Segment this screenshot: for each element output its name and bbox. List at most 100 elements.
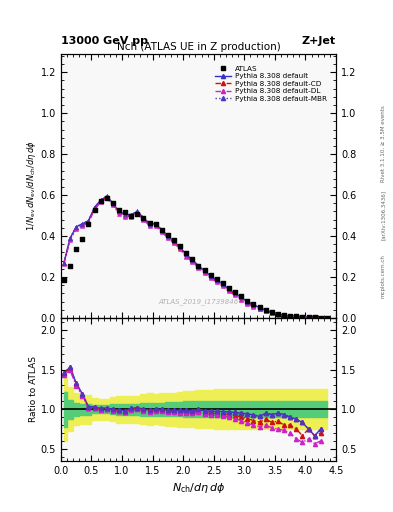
Pythia 8.308 default-CD [282,312,286,318]
Pythia 8.308 default-MBR [245,298,250,305]
Pythia 8.308 default [86,218,91,224]
Pythia 8.308 default [196,263,201,269]
Pythia 8.308 default-CD [245,300,250,306]
Text: [arXiv:1306.3436]: [arXiv:1306.3436] [381,190,386,240]
ATLAS [73,245,79,253]
Pythia 8.308 default-CD [263,308,268,314]
Pythia 8.308 default-DL [208,275,213,281]
Pythia 8.308 default-MBR [215,277,219,283]
Pythia 8.308 default [227,286,231,292]
Pythia 8.308 default-CD [153,222,158,228]
ATLAS [257,303,263,311]
Y-axis label: $1/N_\mathrm{ev}\,dN_\mathrm{ev}/dN_\mathrm{ch}/d\eta\,d\phi$: $1/N_\mathrm{ev}\,dN_\mathrm{ev}/dN_\mat… [25,140,38,231]
Pythia 8.308 default-DL [239,296,244,303]
Line: Pythia 8.308 default: Pythia 8.308 default [62,194,329,320]
Text: mcplots.cern.ch: mcplots.cern.ch [381,254,386,298]
ATLAS [61,276,67,284]
ATLAS [269,308,275,316]
Pythia 8.308 default-DL [172,240,176,246]
Pythia 8.308 default [165,233,170,239]
Pythia 8.308 default-DL [98,199,103,205]
Pythia 8.308 default-DL [178,246,182,252]
Pythia 8.308 default-CD [239,295,244,302]
Pythia 8.308 default-MBR [153,221,158,227]
Line: Pythia 8.308 default-DL: Pythia 8.308 default-DL [62,196,329,320]
Pythia 8.308 default-MBR [196,263,201,269]
Pythia 8.308 default-DL [123,214,127,220]
Pythia 8.308 default-MBR [239,294,244,301]
Pythia 8.308 default-CD [147,222,152,228]
Pythia 8.308 default-MBR [86,218,91,224]
Pythia 8.308 default-MBR [141,215,146,221]
Pythia 8.308 default [215,277,219,283]
Pythia 8.308 default-DL [147,223,152,229]
Pythia 8.308 default-MBR [98,197,103,203]
Pythia 8.308 default-DL [92,206,97,212]
Pythia 8.308 default [98,197,103,203]
Pythia 8.308 default-DL [117,210,121,217]
Pythia 8.308 default [178,244,182,250]
Pythia 8.308 default-DL [294,314,299,320]
ATLAS [165,231,171,239]
Pythia 8.308 default-MBR [172,238,176,244]
Pythia 8.308 default-CD [135,209,140,216]
Pythia 8.308 default-CD [92,205,97,211]
Pythia 8.308 default-MBR [325,315,329,321]
Pythia 8.308 default-MBR [202,268,207,274]
Pythia 8.308 default-DL [68,237,72,243]
Pythia 8.308 default-CD [306,314,311,321]
Pythia 8.308 default [220,281,225,287]
Pythia 8.308 default-MBR [123,211,127,218]
Pythia 8.308 default-MBR [282,312,286,318]
ATLAS [116,206,122,215]
Pythia 8.308 default-CD [190,258,195,264]
Pythia 8.308 default [62,260,66,266]
Pythia 8.308 default-CD [202,269,207,275]
Pythia 8.308 default-MBR [318,314,323,321]
ATLAS [104,194,110,202]
Pythia 8.308 default [288,313,292,319]
Pythia 8.308 default-MBR [233,290,237,296]
ATLAS [97,197,104,205]
Pythia 8.308 default [110,200,115,206]
ATLAS [287,312,293,320]
Pythia 8.308 default-CD [68,236,72,242]
Pythia 8.308 default-DL [318,315,323,321]
ATLAS [147,219,153,227]
ATLAS [232,288,238,296]
ATLAS [92,206,98,215]
ATLAS [122,208,128,217]
Text: 13000 GeV pp: 13000 GeV pp [61,36,148,46]
Pythia 8.308 default [184,251,189,258]
Pythia 8.308 default-DL [282,313,286,319]
Pythia 8.308 default-MBR [184,251,189,258]
ATLAS [318,313,324,322]
Pythia 8.308 default-DL [263,308,268,314]
Pythia 8.308 default-CD [62,260,66,266]
ATLAS [226,284,232,292]
Pythia 8.308 default-DL [86,220,91,226]
Pythia 8.308 default [92,204,97,210]
X-axis label: $N_\mathrm{ch}/d\eta\,d\phi$: $N_\mathrm{ch}/d\eta\,d\phi$ [172,481,225,495]
ATLAS [214,275,220,283]
Pythia 8.308 default-MBR [129,211,134,218]
Pythia 8.308 default-MBR [300,314,305,320]
Pythia 8.308 default [318,314,323,321]
Pythia 8.308 default [141,215,146,221]
Pythia 8.308 default-DL [227,288,231,294]
Pythia 8.308 default-DL [160,229,164,235]
Pythia 8.308 default-MBR [160,227,164,233]
Pythia 8.308 default-DL [196,265,201,271]
ATLAS [140,214,147,222]
ATLAS [299,313,305,321]
Text: Rivet 3.1.10, ≥ 3.5M events: Rivet 3.1.10, ≥ 3.5M events [381,105,386,182]
ATLAS [202,266,208,274]
Pythia 8.308 default [312,314,317,321]
Pythia 8.308 default-CD [172,239,176,245]
Pythia 8.308 default-CD [270,310,274,316]
Pythia 8.308 default-DL [275,312,280,318]
Pythia 8.308 default [80,221,84,227]
ATLAS [152,220,159,228]
Pythia 8.308 default-CD [117,209,121,216]
Pythia 8.308 default-MBR [220,281,225,287]
